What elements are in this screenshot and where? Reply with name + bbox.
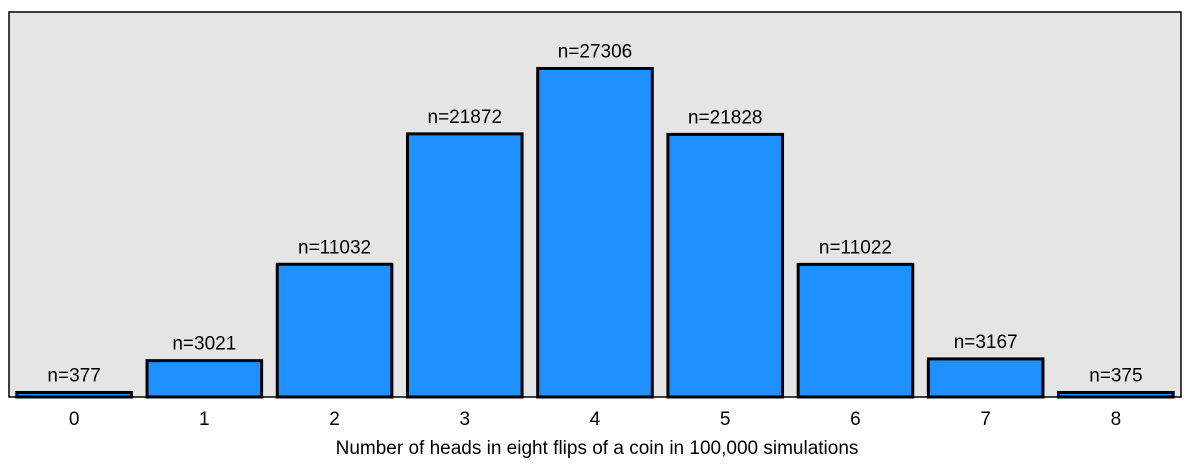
bar [405,132,524,399]
x-tick-label: 7 [980,409,991,430]
value-label: n=3167 [954,332,1018,353]
bar [275,262,394,399]
bar [666,132,785,399]
x-tick-label: 8 [1111,409,1122,430]
value-label: n=377 [47,365,100,386]
x-tick-label: 6 [850,409,861,430]
x-tick-label: 4 [590,409,601,430]
x-tick-label: 5 [720,409,731,430]
value-label: n=11022 [819,237,892,258]
bar [796,262,915,399]
bar [536,66,654,399]
value-label: n=11032 [298,237,371,258]
x-tick-label: 3 [459,409,470,430]
value-label: n=375 [1089,366,1142,387]
bar [1057,390,1175,399]
x-tick-label: 2 [329,409,340,430]
value-label: n=21872 [428,107,503,128]
value-label: n=3021 [172,334,236,355]
bar [145,359,264,399]
x-axis-label: Number of heads in eight flips of a coin… [336,438,859,459]
value-label: n=21828 [688,107,763,128]
x-tick-label: 0 [69,409,80,430]
bar [926,357,1045,399]
x-tick-label: 1 [199,409,210,430]
bar [15,390,133,399]
value-label: n=27306 [558,41,633,62]
